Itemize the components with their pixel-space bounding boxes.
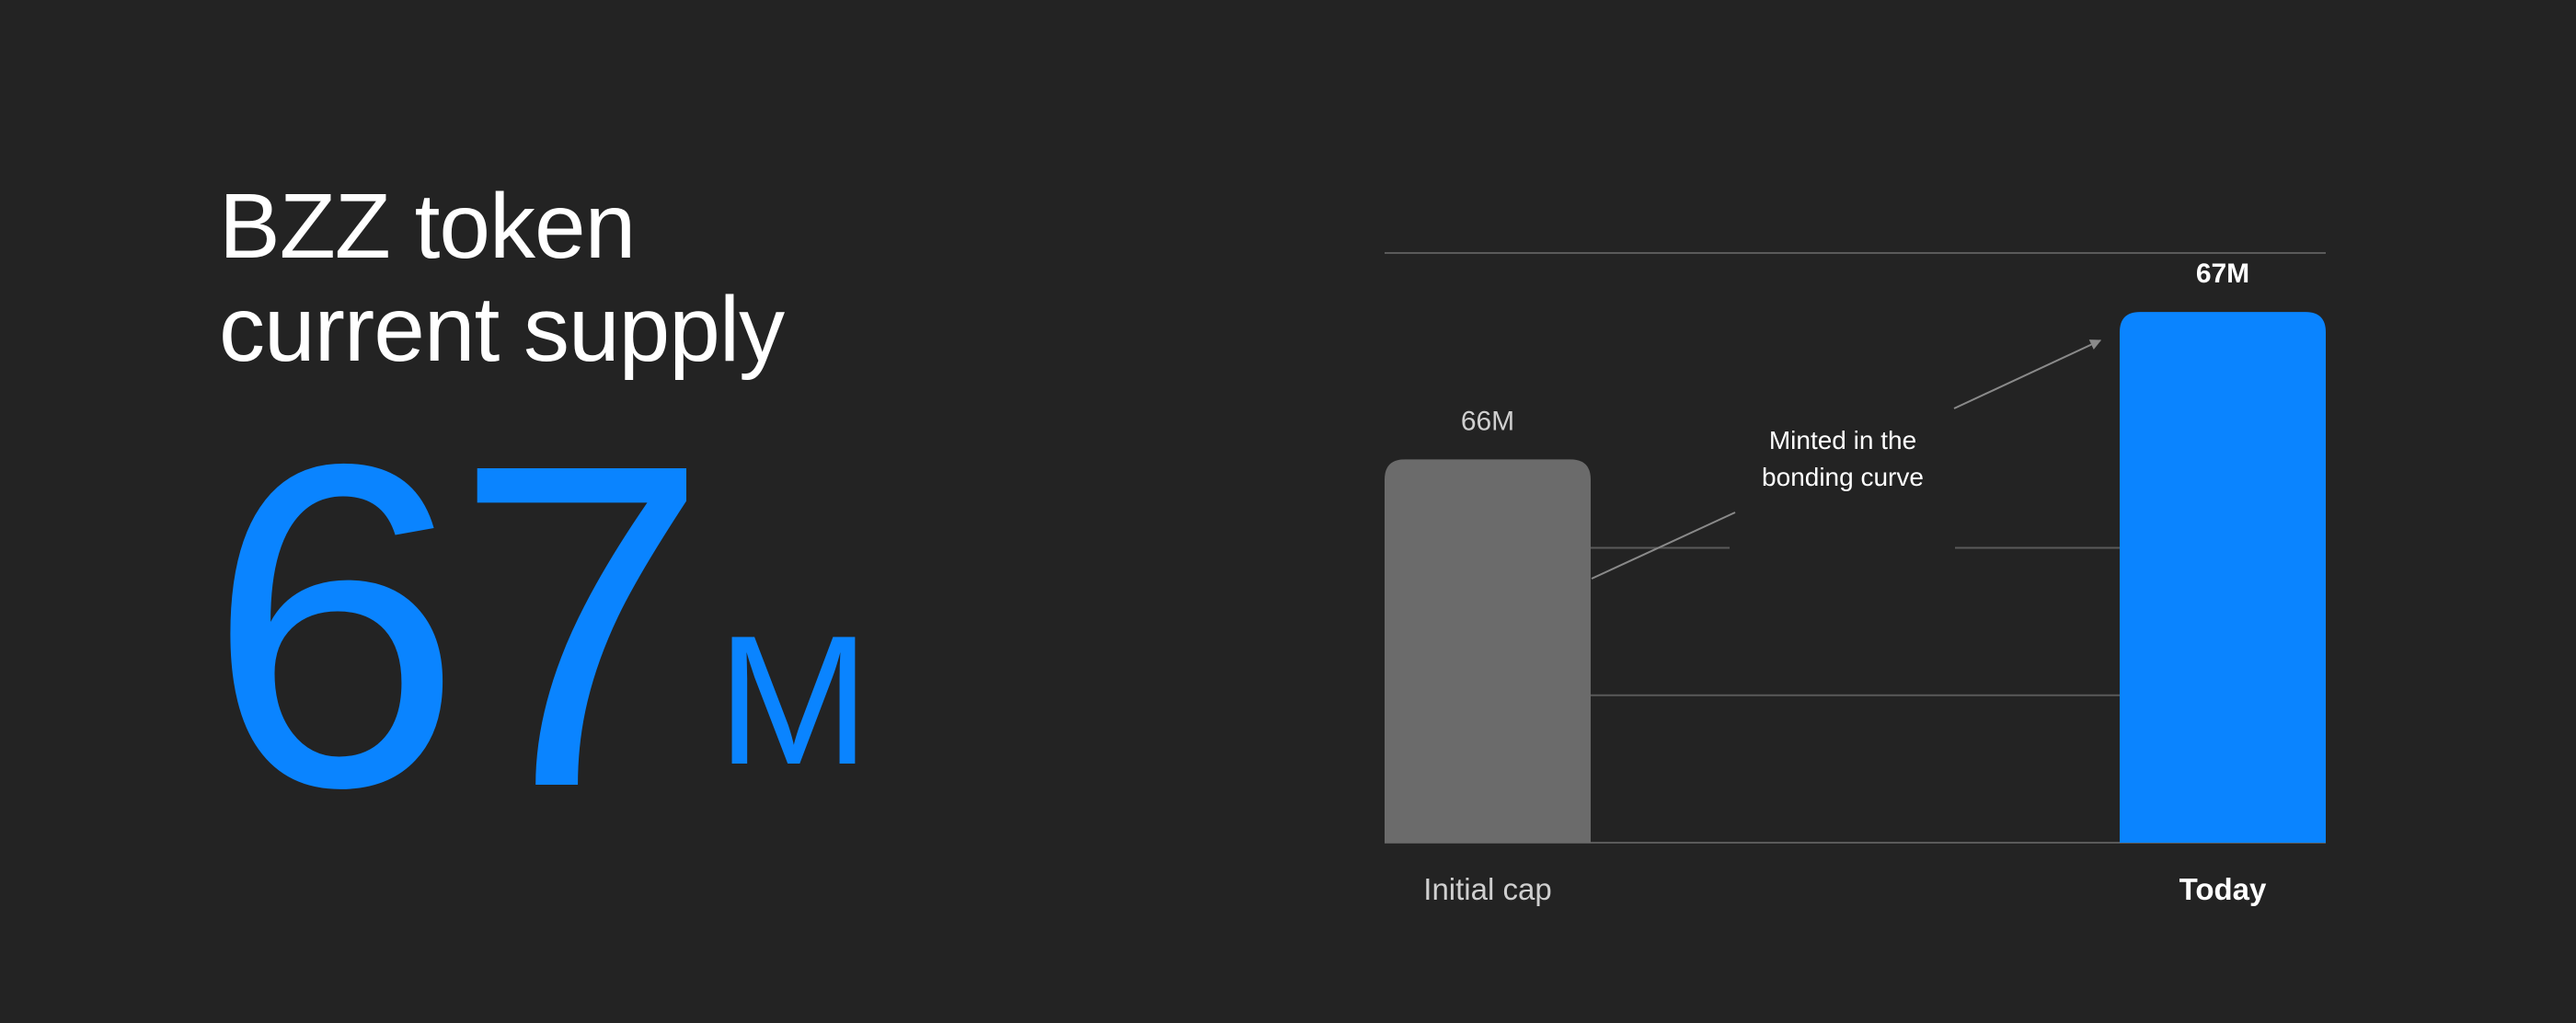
annotation-connector [1591, 512, 1736, 580]
data-label-1: 67M [2196, 259, 2249, 289]
title-line-2: current supply [219, 278, 785, 381]
x-tick-label-0: Initial cap [1423, 872, 1551, 906]
page-title: BZZ token current supply [219, 175, 785, 381]
annotation-line-1: Minted in the [1769, 426, 1916, 454]
bar-layer [1385, 312, 2326, 844]
bar-today [2120, 312, 2326, 844]
current-supply-value: 67M [207, 368, 870, 882]
supply-number: 67 [207, 368, 709, 882]
annotation-line-2: bonding curve [1762, 463, 1924, 491]
bar-initial-cap [1385, 459, 1591, 843]
annotation-arrow [1953, 339, 2102, 409]
x-tick-label-1: Today [2179, 872, 2267, 906]
annotation-layer: Minted in the bonding curve [1591, 339, 2102, 580]
data-label-0: 66M [1461, 406, 1514, 436]
label-layer: 66M Initial cap 67M Today [1423, 259, 2267, 906]
supply-unit: M [717, 598, 870, 803]
title-line-1: BZZ token [219, 175, 636, 278]
